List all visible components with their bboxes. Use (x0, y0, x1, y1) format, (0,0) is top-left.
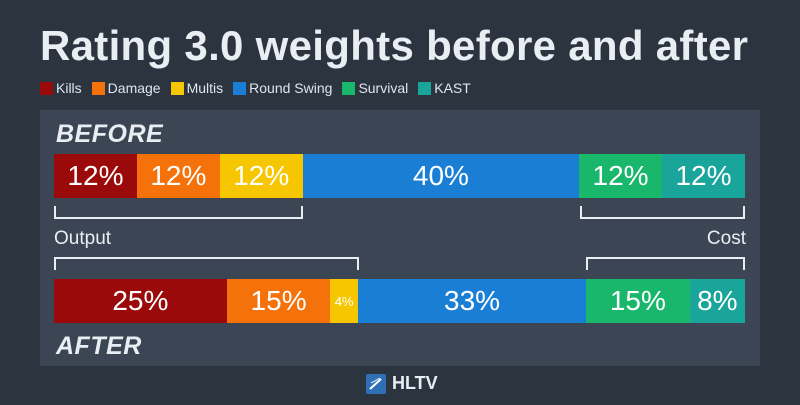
legend-swatch (91, 81, 105, 95)
brand-name: HLTV (392, 373, 438, 393)
before-bar: 12% 12% 12% 40% 12% 12% (54, 154, 745, 198)
legend-item: KAST (418, 80, 471, 96)
bar-segment-round-swing: 33% (358, 279, 587, 323)
legend-label: Damage (107, 80, 161, 96)
before-label: BEFORE (56, 120, 164, 148)
bar-segment-multis: 12% (219, 154, 303, 198)
chart-title: Rating 3.0 weights before and after (40, 22, 749, 69)
legend-item: Multis (170, 80, 224, 96)
bar-segment-kast: 8% (689, 279, 745, 323)
bar-segment-multis: 4% (330, 279, 359, 323)
chart-panel: BEFORE 12% 12% 12% 40% 12% 12% Output Cost 25… (40, 110, 760, 366)
bar-segment-survival: 12% (579, 154, 663, 198)
legend-label: Multis (186, 80, 224, 96)
legend-label: Round Swing (249, 80, 333, 96)
legend-item: Damage (91, 80, 161, 96)
legend-swatch (233, 81, 247, 95)
bar-segment-survival: 15% (586, 279, 690, 323)
after-output-bracket (54, 257, 359, 270)
after-bar: 25% 15% 4% 33% 15% 8% (54, 279, 745, 323)
bar-segment-kast: 12% (662, 154, 745, 198)
legend-item: Kills (40, 80, 82, 96)
legend-label: Survival (358, 80, 409, 96)
bar-segment-damage: 12% (136, 154, 220, 198)
legend-item: Round Swing (233, 80, 332, 96)
legend-swatch (342, 81, 356, 95)
bar-segment-kills: 25% (54, 279, 227, 323)
after-cost-bracket (586, 257, 745, 270)
legend-label: KAST (434, 80, 471, 96)
before-cost-bracket (580, 206, 745, 219)
legend-swatch (170, 81, 184, 95)
bar-segment-round-swing: 40% (302, 154, 580, 198)
before-output-bracket (54, 206, 303, 219)
after-label: AFTER (56, 332, 142, 360)
bar-segment-kills: 12% (54, 154, 137, 198)
hltv-logo-icon (366, 373, 386, 394)
legend-label: Kills (56, 80, 82, 96)
legend: Kills Damage Multis Round Swing Survival KAST (40, 80, 471, 96)
cost-label: Cost (706, 228, 746, 249)
legend-swatch (40, 81, 53, 95)
bar-segment-damage: 15% (226, 279, 331, 323)
brand: HLTV (366, 373, 438, 394)
legend-item: Survival (342, 80, 408, 96)
legend-swatch (418, 81, 432, 95)
output-label: Output (54, 228, 112, 249)
